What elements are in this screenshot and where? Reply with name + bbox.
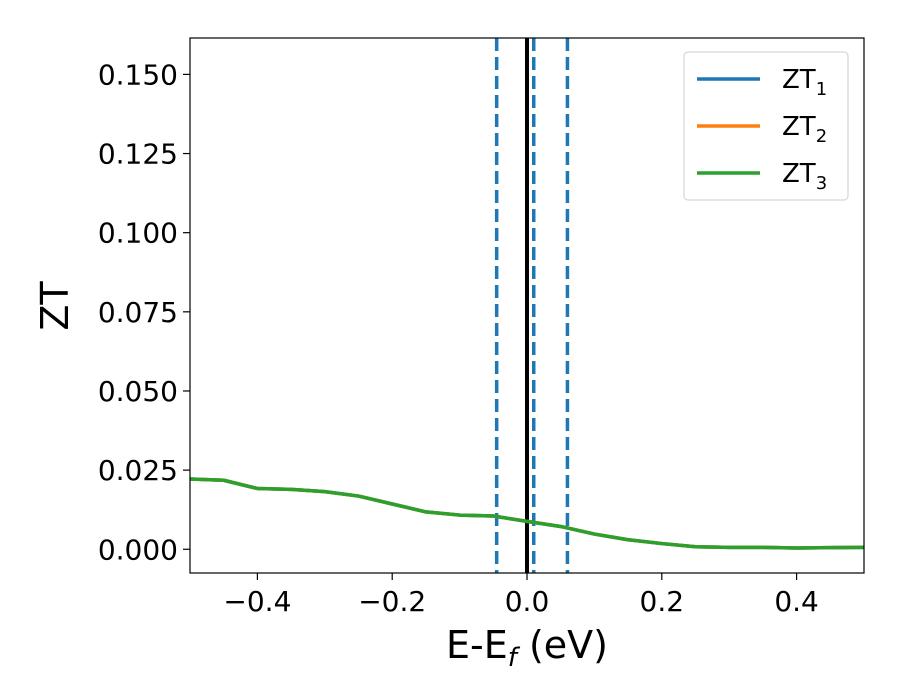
x-tick-label: −0.2 (358, 585, 426, 618)
x-axis-label-base: E-E (446, 623, 508, 667)
y-tick-label: 0.075 (98, 296, 178, 329)
y-tick-label: 0.125 (98, 138, 178, 171)
y-tick-label: 0.050 (98, 375, 178, 408)
series-line-zt3 (190, 477, 864, 550)
y-tick-label: 0.025 (98, 454, 178, 487)
x-axis-label-suffix: (eV) (517, 623, 608, 667)
x-tick-label: 0.2 (640, 585, 685, 618)
legend: ZT1 ZT2 ZT3 (683, 51, 849, 201)
y-axis-ticks: 0.000 0.025 0.050 0.075 0.100 0.125 0.150 (98, 58, 190, 566)
legend-box (683, 51, 849, 201)
x-tick-label: 0.4 (774, 585, 819, 618)
x-tick-label: −0.4 (223, 585, 291, 618)
x-axis-ticks: −0.4 −0.2 0.0 0.2 0.4 (223, 573, 819, 618)
y-tick-label: 0.100 (98, 217, 178, 250)
legend-label-zt3: ZT3 (782, 159, 827, 194)
y-axis-label: ZT (33, 281, 77, 331)
y-tick-label: 0.150 (98, 58, 178, 91)
x-tick-label: 0.0 (505, 585, 550, 618)
legend-label-zt2: ZT2 (782, 112, 827, 147)
legend-label-zt1: ZT1 (782, 65, 827, 100)
x-axis-label: E-Ef (eV) (446, 623, 608, 673)
y-tick-label: 0.000 (98, 533, 178, 566)
vertical-lines (494, 38, 570, 573)
series-lines (190, 477, 864, 550)
